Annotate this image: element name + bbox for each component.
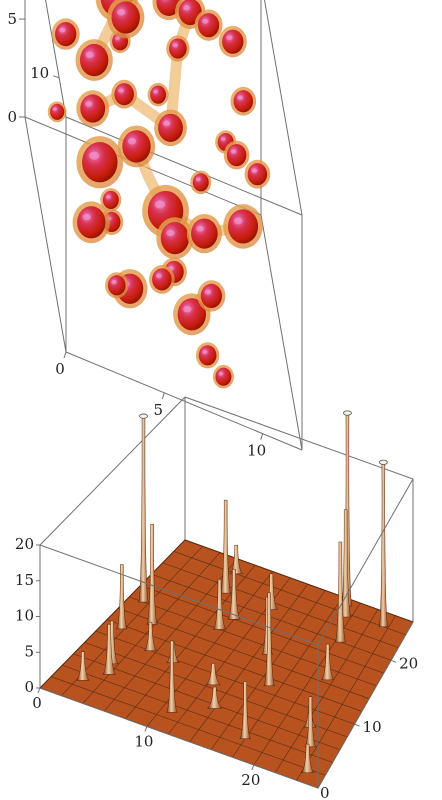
clipped-peak-cap xyxy=(343,411,351,415)
y-tick-label: 0 xyxy=(320,784,330,800)
blob xyxy=(149,265,175,294)
blob xyxy=(76,90,109,127)
z-tick-label: 20 xyxy=(15,535,34,553)
blob xyxy=(187,214,222,253)
box-edge xyxy=(40,397,185,545)
x-tick-label: 10 xyxy=(247,442,266,460)
x-tick-label: 5 xyxy=(154,401,164,419)
blob xyxy=(197,280,225,311)
blob xyxy=(196,342,219,368)
blob xyxy=(100,188,121,212)
z-tick-label: 10 xyxy=(15,607,34,625)
surface-peak xyxy=(139,416,149,602)
x-tick-label: 20 xyxy=(241,771,260,789)
blob xyxy=(230,87,256,116)
clipped-peak-cap xyxy=(139,414,147,418)
z-tick-label: 10 xyxy=(30,64,49,82)
box-edge xyxy=(66,352,302,450)
blob xyxy=(223,204,263,248)
blob xyxy=(245,160,271,189)
y-tick-label: 20 xyxy=(399,654,418,672)
x-tick-label: 0 xyxy=(32,694,42,712)
box-edge xyxy=(185,397,413,479)
blob xyxy=(224,141,250,170)
blob xyxy=(219,26,247,57)
blob xyxy=(76,136,123,188)
z-tick-label: 5 xyxy=(24,642,34,660)
box-edge xyxy=(261,215,302,450)
blob xyxy=(111,80,137,109)
blob xyxy=(75,39,112,81)
blob xyxy=(213,365,234,389)
z-tick-label: 15 xyxy=(15,571,34,589)
clipped-peak-cap xyxy=(379,460,387,464)
blob xyxy=(52,18,80,49)
x-tick-label: 10 xyxy=(134,732,153,750)
surface-peak xyxy=(379,462,388,626)
blob xyxy=(195,9,223,40)
y-tick-label: 10 xyxy=(363,718,382,736)
blob xyxy=(105,272,128,298)
blob xyxy=(166,35,189,61)
box-edge xyxy=(25,117,66,352)
blob xyxy=(154,110,187,147)
box-edge xyxy=(25,0,66,117)
blob xyxy=(148,83,169,107)
y-tick-label: 5 xyxy=(7,10,17,28)
blob xyxy=(118,125,155,167)
y-tick-label: 0 xyxy=(7,108,17,126)
blob xyxy=(48,101,67,122)
blob xyxy=(190,171,211,195)
x-tick-label: 0 xyxy=(55,360,65,378)
